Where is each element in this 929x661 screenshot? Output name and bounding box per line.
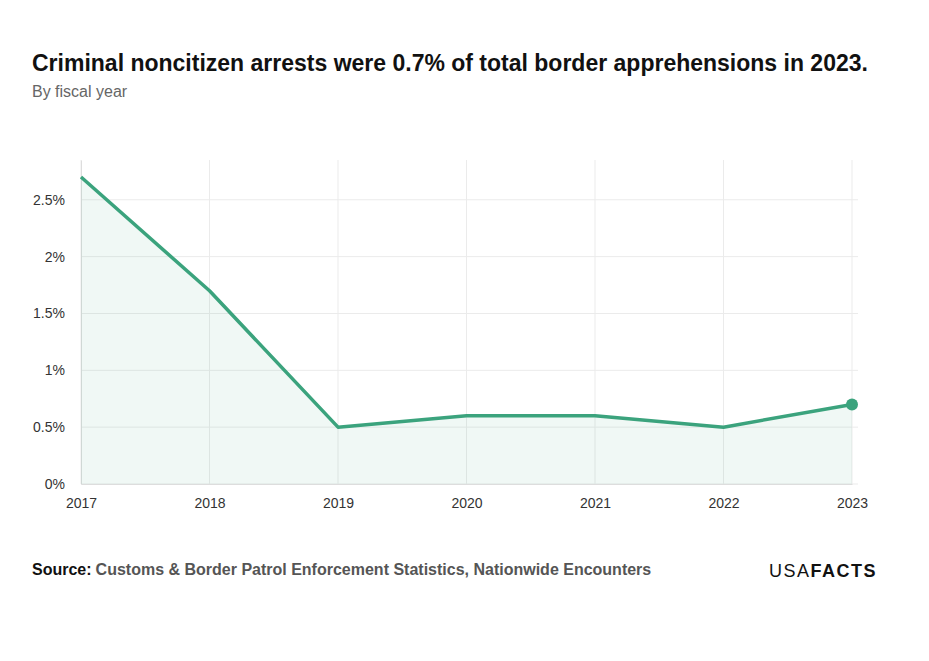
- y-tick-label: 1%: [45, 362, 65, 378]
- x-tick: 2022: [708, 484, 739, 511]
- line: [81, 177, 852, 427]
- y-tick-label: 1.5%: [33, 305, 65, 321]
- y-tick-label: 0%: [45, 476, 65, 492]
- x-tick-label: 2022: [708, 495, 739, 511]
- y-tick: 1.5%: [33, 305, 81, 321]
- subtitle: By fiscal year: [32, 83, 128, 100]
- source-label: Source:: [32, 561, 92, 578]
- brand: USAFACTS: [769, 561, 877, 581]
- x-tick: 2017: [66, 484, 97, 511]
- brand-bold: FACTS: [810, 561, 877, 581]
- title: Criminal noncitizen arrests were 0.7% of…: [32, 50, 868, 76]
- y-tick-label: 2%: [45, 249, 65, 265]
- y-tick: 2%: [45, 249, 81, 265]
- x-tick: 2021: [580, 484, 611, 511]
- y-tick-label: 0.5%: [33, 419, 65, 435]
- source-text: Customs & Border Patrol Enforcement Stat…: [96, 561, 652, 578]
- x-tick-label: 2019: [323, 495, 354, 511]
- grid-line: [81, 256, 858, 257]
- y-tick: 1%: [45, 362, 81, 378]
- x-tick: 2020: [451, 484, 482, 511]
- x-axis-line: [82, 484, 853, 485]
- y-tick: 2.5%: [33, 192, 81, 208]
- x-tick-label: 2021: [580, 495, 611, 511]
- point: [846, 398, 858, 410]
- x-tick-label: 2017: [66, 495, 97, 511]
- x-tick: 2018: [194, 484, 225, 511]
- y-tick-label: 2.5%: [33, 192, 65, 208]
- brand-light: USA: [769, 561, 811, 581]
- plot: [81, 177, 858, 484]
- y-tick: 0%: [45, 476, 81, 492]
- x-tick: 2019: [323, 484, 354, 511]
- chart: Criminal noncitizen arrests were 0.7% of…: [0, 0, 929, 661]
- grid-line: [81, 199, 858, 200]
- source: Source:Customs & Border Patrol Enforceme…: [32, 561, 651, 578]
- x-tick-label: 2018: [194, 495, 225, 511]
- y-axis: 0% 0.5% 1% 1.5% 2% 2.5%: [33, 161, 81, 492]
- x-tick: 2023: [837, 484, 868, 511]
- y-tick: 0.5%: [33, 419, 81, 435]
- grid: [81, 160, 858, 484]
- area: [81, 177, 852, 484]
- x-axis: 2017 2018 2019 2020 2021 2022 2023: [66, 484, 868, 511]
- x-tick-label: 2023: [837, 495, 868, 511]
- x-tick-label: 2020: [451, 495, 482, 511]
